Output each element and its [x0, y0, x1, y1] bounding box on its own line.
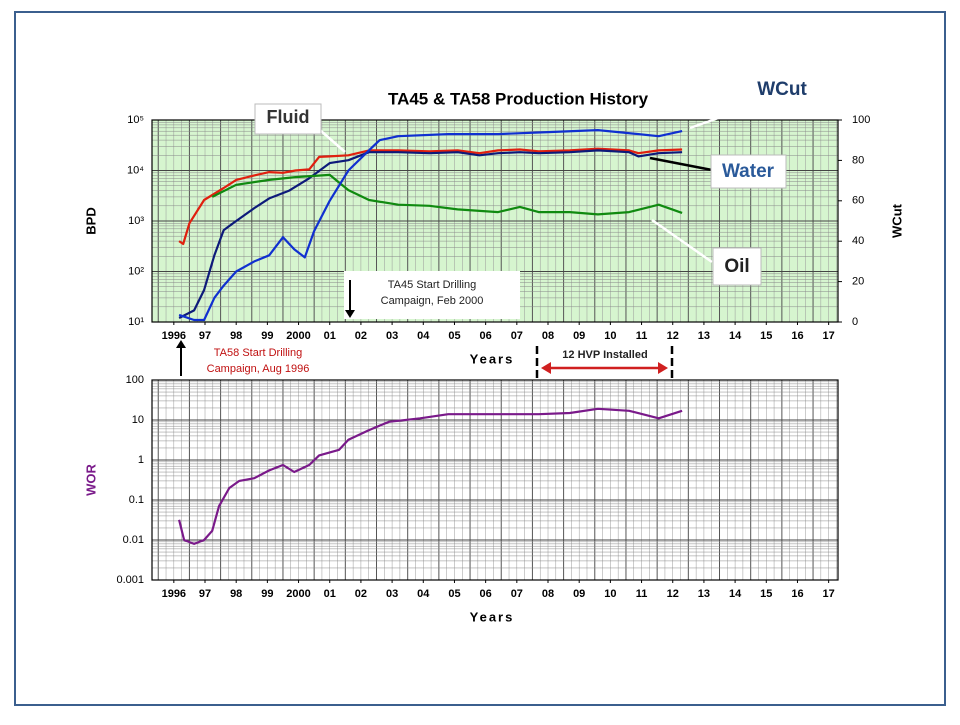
- annotation-pointer: [649, 156, 713, 172]
- annotation: Oil: [724, 256, 749, 277]
- y-tick-label: 0.01: [123, 534, 144, 546]
- y-tick-label: 10: [132, 414, 144, 426]
- y-tick-label: 1: [138, 454, 144, 466]
- x-tick-label: 14: [729, 330, 742, 342]
- plot-border: [151, 119, 839, 323]
- annotation: TA45 Start Drilling: [388, 279, 476, 291]
- y2-tick-label: 80: [852, 154, 864, 166]
- x-axis-title: Years: [470, 351, 515, 366]
- chart-title: TA45 & TA58 Production History: [388, 89, 649, 108]
- x-tick-label: 97: [199, 588, 211, 600]
- x-tick-label: 10: [604, 588, 616, 600]
- x-tick-label: 02: [355, 588, 367, 600]
- y-tick-label: 10⁵: [127, 114, 144, 126]
- arrow-head: [345, 310, 355, 318]
- series-line: [211, 173, 683, 216]
- y2-tick-label: 20: [852, 276, 864, 288]
- y-axis-title: BPD: [83, 207, 98, 234]
- x-tick-label: 02: [355, 330, 367, 342]
- y-tick-label: 10²: [128, 265, 144, 277]
- x-tick-label: 05: [448, 588, 460, 600]
- x-tick-label: 03: [386, 588, 398, 600]
- x-tick-label: 11: [636, 588, 648, 600]
- x-tick-label: 12: [667, 330, 679, 342]
- annotation-pointer: [319, 129, 346, 153]
- x-tick-label: 2000: [286, 330, 310, 342]
- arrow-head: [658, 362, 668, 374]
- annotation: TA58 Start Drilling: [214, 347, 302, 359]
- x-tick-label: 13: [698, 330, 710, 342]
- x-tick-label: 98: [230, 588, 242, 600]
- y2-tick-label: 0: [852, 316, 858, 328]
- x-tick-label: 07: [511, 588, 523, 600]
- x-tick-label: 08: [542, 330, 554, 342]
- x-tick-label: 03: [386, 330, 398, 342]
- y-axis-title: WOR: [83, 464, 98, 496]
- x-tick-label: 15: [760, 330, 772, 342]
- x-tick-label: 04: [417, 330, 430, 342]
- series-line: [178, 149, 683, 319]
- annotation-box: [712, 247, 762, 286]
- annotation: Water: [722, 161, 775, 182]
- annotation-box: [710, 154, 787, 189]
- y-tick-label: 0.001: [116, 574, 144, 586]
- x-tick-label: 10: [604, 330, 616, 342]
- annotation: Campaign, Feb 2000: [381, 295, 484, 307]
- annotation-box: [254, 103, 322, 135]
- arrow-head: [541, 362, 551, 374]
- x-tick-label: 08: [542, 588, 554, 600]
- x-tick-label: 2000: [286, 588, 310, 600]
- series-line: [178, 129, 683, 322]
- x-tick-label: 99: [261, 330, 273, 342]
- x-tick-label: 98: [230, 330, 242, 342]
- x-tick-label: 09: [573, 330, 585, 342]
- x-tick-label: 04: [417, 588, 430, 600]
- y-tick-label: 100: [126, 374, 144, 386]
- x-tick-label: 09: [573, 588, 585, 600]
- y2-tick-label: 100: [852, 114, 870, 126]
- y-tick-label: 10³: [128, 215, 144, 227]
- annotation: Campaign, Aug 1996: [207, 363, 310, 375]
- x-tick-label: 06: [480, 330, 492, 342]
- annotation: WCut: [757, 79, 807, 100]
- x-tick-label: 05: [448, 330, 460, 342]
- x-tick-label: 16: [791, 588, 803, 600]
- annotation-box: [344, 271, 520, 319]
- arrow-head: [176, 340, 186, 348]
- x-tick-label: 16: [791, 330, 803, 342]
- annotation: 12 HVP Installed: [562, 349, 647, 361]
- x-tick-label: 17: [823, 588, 835, 600]
- y2-tick-label: 60: [852, 195, 864, 207]
- y2-axis-title: WCut: [889, 203, 904, 238]
- x-tick-label: 01: [324, 588, 336, 600]
- annotation-pointer: [651, 218, 713, 264]
- x-tick-label: 1996: [162, 588, 186, 600]
- x-tick-label: 13: [698, 588, 710, 600]
- x-tick-label: 06: [480, 588, 492, 600]
- series-line: [178, 407, 683, 545]
- x-tick-label: 11: [636, 330, 648, 342]
- series-line: [178, 147, 683, 246]
- y2-tick-label: 40: [852, 235, 864, 247]
- x-tick-label: 99: [261, 588, 273, 600]
- x-tick-label: 12: [667, 588, 679, 600]
- x-tick-label: 97: [199, 330, 211, 342]
- x-tick-label: 1996: [162, 330, 186, 342]
- x-tick-label: 14: [729, 588, 742, 600]
- x-tick-label: 17: [823, 330, 835, 342]
- annotation-pointer: [689, 103, 756, 130]
- y-tick-label: 10⁴: [127, 164, 144, 176]
- annotation: Fluid: [267, 107, 310, 127]
- x-axis-title: Years: [470, 609, 515, 624]
- x-tick-label: 15: [760, 588, 772, 600]
- plot-border: [151, 379, 839, 581]
- y-tick-label: 10¹: [128, 316, 144, 328]
- annotation-box: [545, 346, 665, 364]
- x-tick-label: 07: [511, 330, 523, 342]
- x-tick-label: 01: [324, 330, 336, 342]
- y-tick-label: 0.1: [129, 494, 144, 506]
